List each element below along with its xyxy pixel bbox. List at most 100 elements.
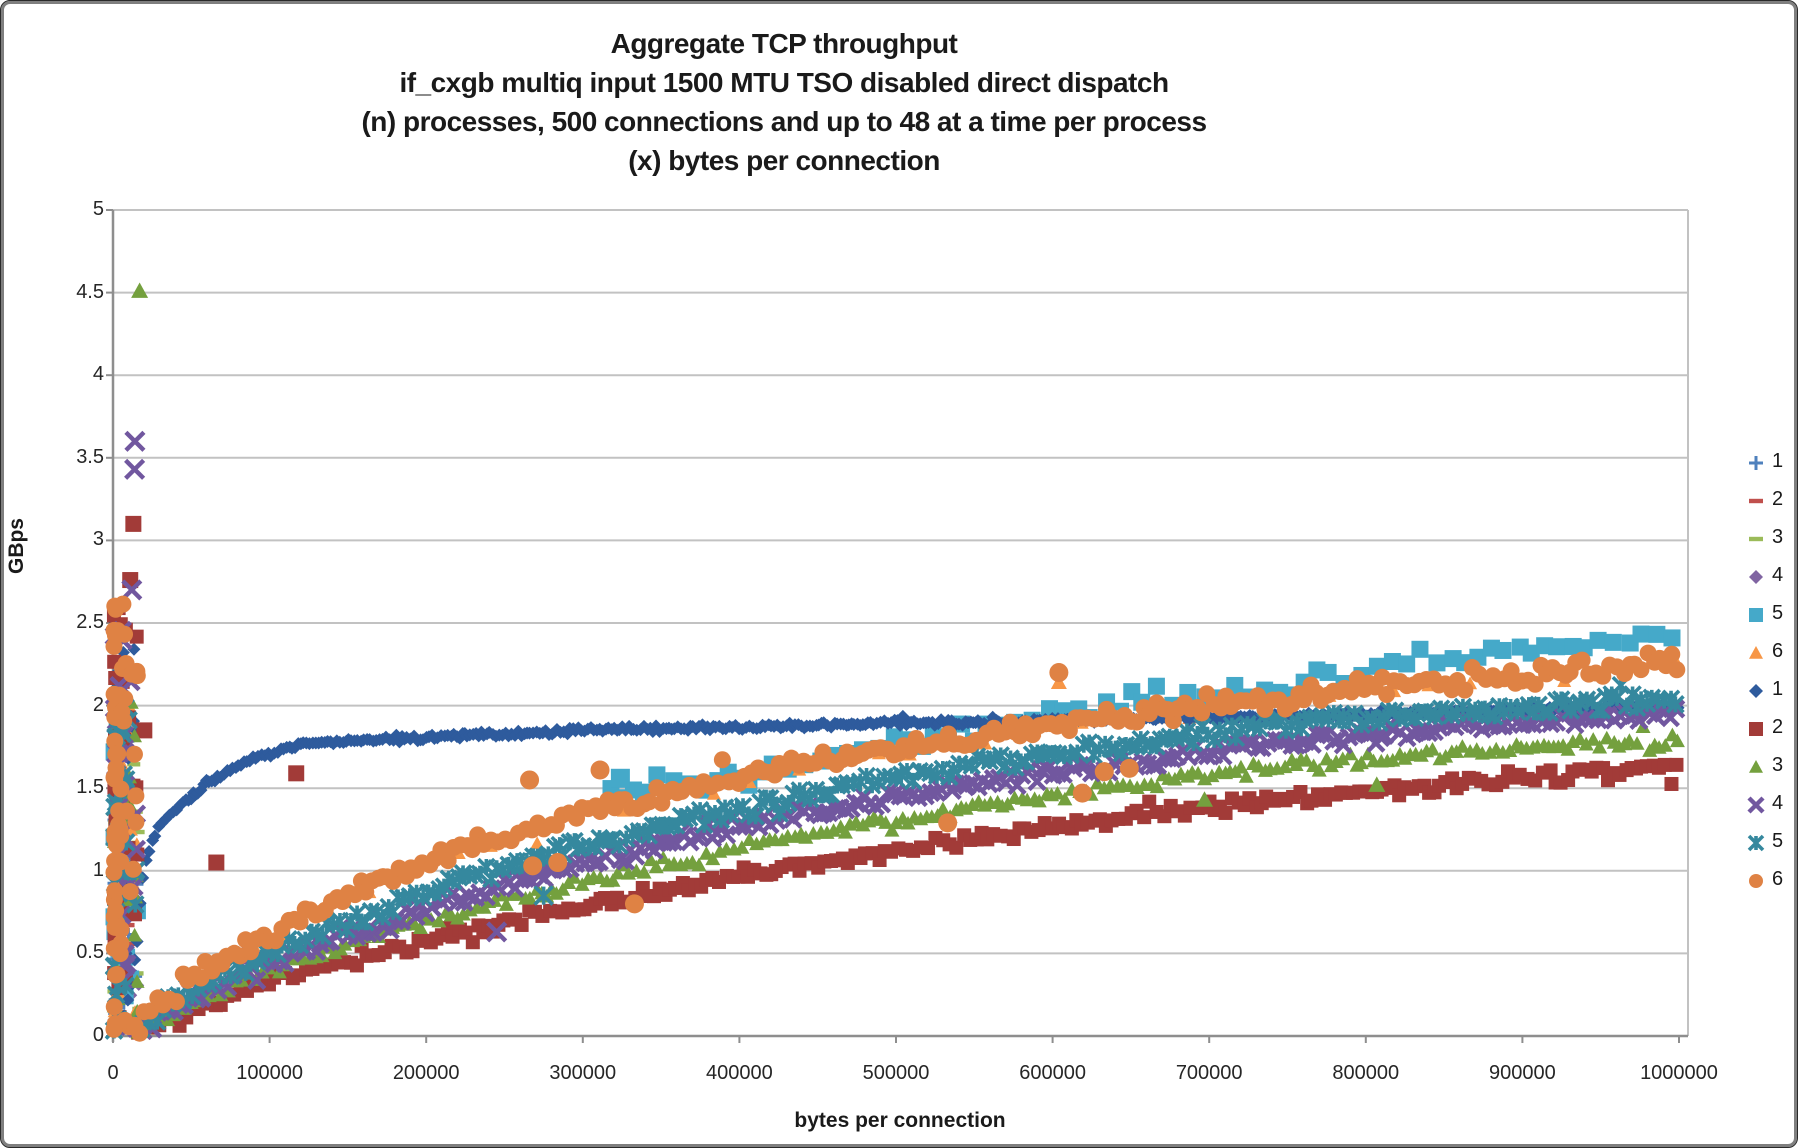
data-point-p1-square5 [1494, 641, 1512, 659]
data-point-p2-circle6 [1343, 683, 1361, 701]
legend-label-5: 5 [1772, 602, 1784, 624]
legend-marker-2 [1749, 498, 1763, 504]
data-point-p2-circle6 [107, 600, 125, 618]
data-point-p2-triangle3 [1057, 791, 1073, 806]
data-point-p2-circle6-outlier [520, 770, 540, 790]
y-tick-label: 3.5 [76, 445, 104, 468]
y-tick-label: 4.5 [76, 280, 104, 303]
data-point-p2-x4-outlier [124, 458, 146, 480]
data-point-p2-square2 [129, 629, 144, 644]
data-point-p2-xstar5 [746, 806, 765, 826]
data-point-p2-circle6 [1573, 651, 1591, 669]
data-point-p2-triangle3 [1482, 745, 1498, 759]
data-point-p2-circle6 [1193, 704, 1211, 722]
scatter-plot-canvas [104, 209, 1765, 1043]
data-point-p2-triangle3 [1335, 751, 1351, 766]
data-point-p2-circle6 [640, 793, 658, 811]
legend-marker-8 [1749, 722, 1763, 736]
data-point-p2-square2 [1218, 805, 1233, 820]
data-point-p2-triangle3 [935, 801, 951, 816]
x-tick-label: 300000 [549, 1062, 617, 1084]
data-point-p2-circle6 [1632, 661, 1650, 679]
data-point-p2-square2-outlier [208, 854, 225, 871]
data-point-p2-triangle3 [837, 825, 853, 839]
chart-title-line-1: Aggregate TCP throughput [610, 28, 958, 59]
data-point-p2-circle6 [713, 751, 731, 769]
data-point-p1-square5 [648, 766, 666, 784]
data-point-p2-circle6 [1668, 661, 1686, 679]
data-point-p2-circle6 [106, 1014, 124, 1032]
data-point-p2-diamond1 [142, 845, 156, 859]
legend-marker-5 [1749, 608, 1763, 622]
data-point-p2-triangle3 [1360, 746, 1376, 761]
data-point-p2-circle6 [110, 816, 128, 834]
data-point-p2-triangle3 [522, 890, 538, 905]
data-point-p2-circle6 [107, 902, 125, 920]
data-point-p2-circle6 [121, 883, 139, 901]
legend-marker-1 [1749, 456, 1763, 470]
data-point-p2-triangle3 [826, 823, 842, 837]
data-point-p2-circle6 [1663, 645, 1681, 663]
data-point-p2-triangle3-outlier [131, 282, 149, 298]
data-point-p2-triangle3 [566, 870, 582, 884]
data-point-p2-circle6-outlier [590, 760, 610, 780]
data-point-p2-circle6 [124, 860, 142, 878]
data-point-p2-circle6 [128, 667, 146, 685]
data-point-p1-square5 [1041, 700, 1059, 718]
data-point-p2-circle6 [439, 852, 457, 870]
x-tick-label: 100000 [236, 1062, 303, 1084]
data-point-p2-circle6 [113, 703, 131, 721]
data-point-p2-xstar5 [1666, 695, 1685, 714]
data-point-p2-circle6 [107, 966, 125, 984]
data-point-p2-triangle3 [1190, 765, 1206, 780]
legend-label-6: 6 [1772, 640, 1784, 662]
data-point-p2-triangle3 [798, 830, 814, 844]
data-point-p2-x4 [1248, 737, 1268, 757]
data-point-p2-circle6-outlier [1072, 783, 1092, 803]
data-point-p2-x4 [615, 851, 635, 871]
legend-marker-6 [1749, 646, 1763, 659]
data-point-p2-circle6 [384, 872, 402, 890]
data-point-p2-triangle3 [643, 852, 659, 867]
data-point-p2-x4-outlier [486, 921, 508, 943]
data-point-p2-circle6-outlier [938, 813, 958, 833]
data-point-p2-xstar5 [690, 800, 710, 820]
x-tick-label: 800000 [1332, 1062, 1400, 1084]
data-point-p2-square2 [1657, 757, 1672, 772]
x-tick-label: 600000 [1019, 1062, 1086, 1084]
data-point-p2-diamond1 [508, 728, 522, 742]
data-point-p2-triangle3 [1238, 769, 1254, 783]
data-point-p2-x4 [1031, 759, 1051, 779]
data-point-p2-triangle3 [1578, 736, 1594, 751]
data-point-p2-square2 [1669, 757, 1684, 772]
data-point-p2-triangle3 [1277, 759, 1293, 774]
data-point-p2-triangle3 [1149, 779, 1165, 794]
data-point-p2-triangle3-outlier [1196, 791, 1214, 807]
data-point-p2-circle6-outlier [624, 894, 644, 914]
data-point-p1-square5 [1632, 625, 1650, 643]
data-point-p1-square5 [1411, 640, 1429, 658]
data-point-p2-x4 [872, 794, 892, 814]
data-point-p2-triangle3 [455, 906, 471, 921]
data-point-p2-triangle3 [1089, 775, 1105, 790]
data-point-p2-triangle3 [605, 873, 621, 887]
data-point-p2-triangle3 [1629, 736, 1645, 750]
data-point-p2-x4 [1419, 722, 1439, 743]
data-point-p1-square5 [1147, 677, 1165, 695]
data-point-p2-triangle3 [1599, 730, 1615, 745]
data-point-p2-triangle3 [129, 974, 145, 988]
data-point-p2-triangle3 [884, 822, 900, 837]
data-point-p2-diamond1 [148, 829, 162, 843]
x-tick-label: 200000 [392, 1062, 460, 1084]
legend-label-7: 1 [1772, 678, 1784, 700]
data-point-p2-triangle3 [691, 857, 707, 872]
data-point-p2-circle6 [1128, 713, 1146, 731]
y-tick-label: 4 [92, 363, 104, 386]
data-point-p2-square2 [405, 944, 420, 959]
legend-label-10: 4 [1772, 792, 1784, 814]
data-point-p2-square2 [1293, 784, 1308, 799]
data-point-p2-circle6-outlier [548, 853, 568, 873]
data-point-p2-circle6 [106, 882, 124, 900]
data-point-p2-triangle3 [1049, 785, 1065, 800]
x-tick-label: 400000 [706, 1062, 773, 1084]
